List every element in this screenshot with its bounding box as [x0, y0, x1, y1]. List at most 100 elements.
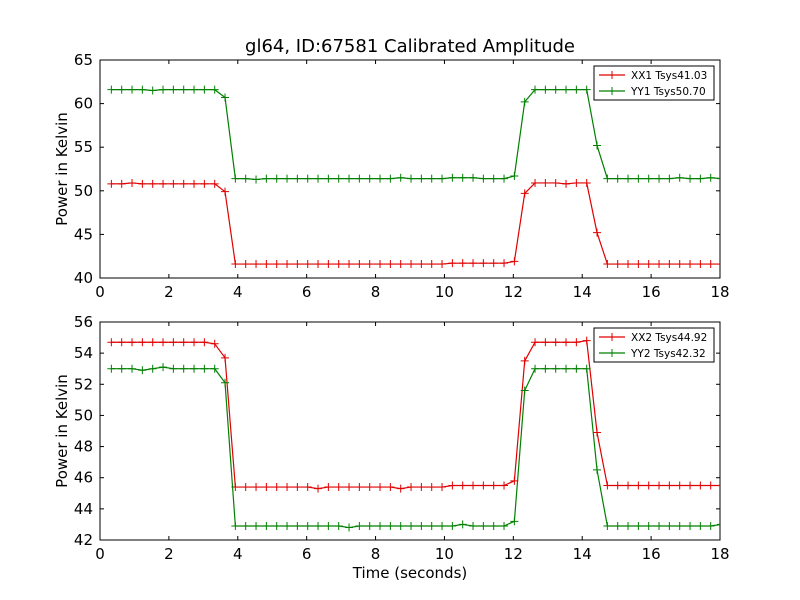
data-point [593, 428, 602, 437]
data-point [159, 338, 168, 347]
x-axis-label: Time (seconds) [352, 564, 468, 582]
data-point [541, 364, 550, 373]
data-point [314, 174, 323, 183]
data-point [562, 364, 571, 373]
data-point [675, 521, 684, 530]
data-point [603, 174, 612, 183]
legend-box [593, 327, 715, 363]
data-point [107, 364, 116, 373]
legend-swatch-marker [608, 87, 616, 95]
legend-label: XX2 Tsys44.92 [631, 332, 707, 344]
data-point [283, 521, 292, 530]
data-point [655, 260, 664, 269]
data-point [582, 364, 591, 373]
data-point [675, 173, 684, 182]
data-point [324, 483, 333, 492]
x-tick-label: 10 [435, 283, 454, 301]
data-point [283, 260, 292, 269]
data-point [293, 260, 302, 269]
data-point [179, 364, 188, 373]
data-point [365, 483, 374, 492]
x-tick-label: 18 [710, 283, 729, 301]
data-point [396, 521, 405, 530]
data-point [582, 85, 591, 94]
data-point [500, 259, 509, 268]
data-point [634, 174, 643, 183]
data-point [603, 521, 612, 530]
data-point [582, 336, 591, 345]
data-point [593, 141, 602, 150]
data-point [572, 364, 581, 373]
data-point [644, 174, 653, 183]
data-point [655, 481, 664, 490]
x-tick-label: 12 [504, 545, 523, 563]
data-point [520, 97, 529, 106]
data-point [458, 259, 467, 268]
plot-area [107, 85, 720, 269]
data-point [500, 174, 509, 183]
data-point [541, 178, 550, 187]
data-point [624, 481, 633, 490]
chart-title: gl64, ID:67581 Calibrated Amplitude [245, 36, 575, 57]
data-point [159, 85, 168, 94]
data-point [210, 179, 219, 188]
y-tick-label: 55 [74, 138, 93, 156]
data-point [520, 356, 529, 365]
data-point [386, 483, 395, 492]
data-point [179, 85, 188, 94]
data-point [655, 521, 664, 530]
data-point [603, 260, 612, 269]
data-point [706, 481, 715, 490]
data-point [210, 339, 219, 348]
data-point [696, 260, 705, 269]
data-point [148, 364, 157, 373]
x-tick-label: 6 [302, 283, 312, 301]
data-point [593, 228, 602, 237]
data-point [510, 171, 519, 180]
data-point [438, 483, 447, 492]
x-tick-label: 18 [710, 545, 729, 563]
data-point [624, 260, 633, 269]
data-point [117, 179, 126, 188]
data-point [128, 178, 137, 187]
data-point [200, 85, 209, 94]
data-point [469, 259, 478, 268]
data-point [386, 521, 395, 530]
data-point [448, 259, 457, 268]
x-tick-label: 8 [371, 545, 381, 563]
y-tick-label: 44 [74, 500, 93, 518]
legend-swatch-marker [608, 349, 616, 357]
data-point [334, 483, 343, 492]
data-point [241, 260, 250, 269]
data-point [489, 174, 498, 183]
data-point [221, 378, 230, 387]
data-point [717, 485, 720, 486]
data-point [489, 481, 498, 490]
data-point [624, 174, 633, 183]
y-axis-label: Power in Kelvin [53, 112, 71, 226]
data-point [262, 521, 271, 530]
data-point [169, 338, 178, 347]
x-tick-label: 16 [642, 545, 661, 563]
data-point [551, 178, 560, 187]
data-point [386, 174, 395, 183]
y-tick-label: 46 [74, 469, 93, 487]
legend-label: YY1 Tsys50.70 [630, 86, 706, 98]
data-point [582, 178, 591, 187]
data-point [334, 521, 343, 530]
data-point [613, 481, 622, 490]
data-point [438, 521, 447, 530]
data-point [489, 521, 498, 530]
data-point [303, 521, 312, 530]
data-point [231, 260, 240, 269]
data-point [572, 178, 581, 187]
data-point [334, 260, 343, 269]
y-axis-label: Power in Kelvin [53, 374, 71, 488]
data-point [376, 174, 385, 183]
data-point [107, 338, 116, 347]
x-tick-label: 0 [95, 283, 105, 301]
data-point [107, 85, 116, 94]
x-tick-label: 0 [95, 545, 105, 563]
data-point [376, 483, 385, 492]
